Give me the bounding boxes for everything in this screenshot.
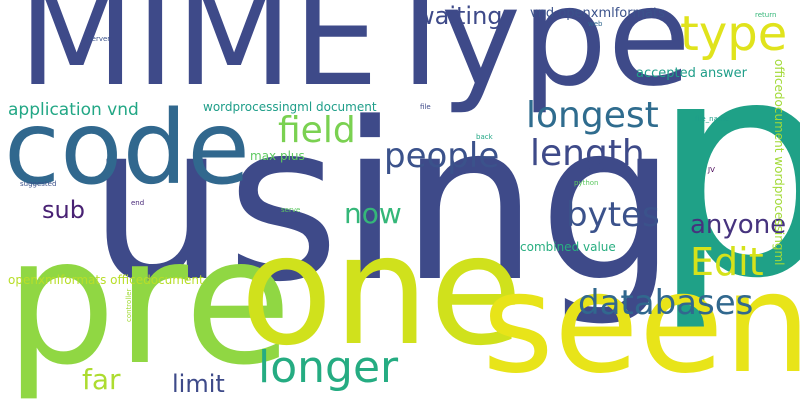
word: people bbox=[384, 136, 500, 176]
word: limit bbox=[172, 370, 225, 398]
word: max plus bbox=[250, 149, 305, 163]
word: openxmlformats officedocument bbox=[8, 273, 204, 287]
word: waiting bbox=[415, 2, 503, 30]
word: type bbox=[680, 6, 788, 62]
word: server bbox=[88, 35, 111, 43]
word: MIMEType bbox=[18, 0, 692, 117]
word: anyone bbox=[690, 210, 787, 240]
word: seen bbox=[482, 243, 800, 400]
word: end bbox=[131, 199, 145, 207]
word: combined value bbox=[520, 240, 616, 254]
word: application vnd bbox=[8, 100, 139, 120]
word: bytes bbox=[566, 195, 660, 235]
word: longer bbox=[258, 342, 399, 393]
word: one bbox=[240, 202, 523, 379]
word: serve bbox=[281, 206, 301, 214]
word: officedocument wordprocessingml bbox=[772, 59, 786, 266]
word: field bbox=[278, 110, 356, 151]
word: return bbox=[755, 11, 777, 19]
word: pre bbox=[5, 201, 292, 400]
word: file bbox=[420, 103, 431, 111]
word: length bbox=[530, 133, 645, 174]
word: longest bbox=[526, 95, 659, 136]
word: sub bbox=[42, 196, 85, 224]
word: p bbox=[650, 0, 800, 344]
word: now bbox=[344, 197, 402, 230]
word: suggested bbox=[20, 180, 57, 188]
word: file_name bbox=[695, 115, 730, 123]
word: web bbox=[588, 20, 603, 28]
word: back bbox=[476, 133, 493, 141]
word: controller bbox=[125, 288, 133, 322]
word: accepted answer bbox=[636, 66, 747, 81]
word: using bbox=[88, 77, 677, 330]
word: Edit bbox=[690, 240, 764, 284]
word: code bbox=[4, 89, 250, 208]
word: far bbox=[82, 363, 121, 396]
word: python bbox=[574, 179, 599, 187]
word: databases bbox=[578, 283, 754, 323]
word: vnd openxmlformats bbox=[530, 6, 665, 21]
word: wordprocessingml document bbox=[203, 100, 377, 114]
word: JV bbox=[708, 166, 715, 174]
